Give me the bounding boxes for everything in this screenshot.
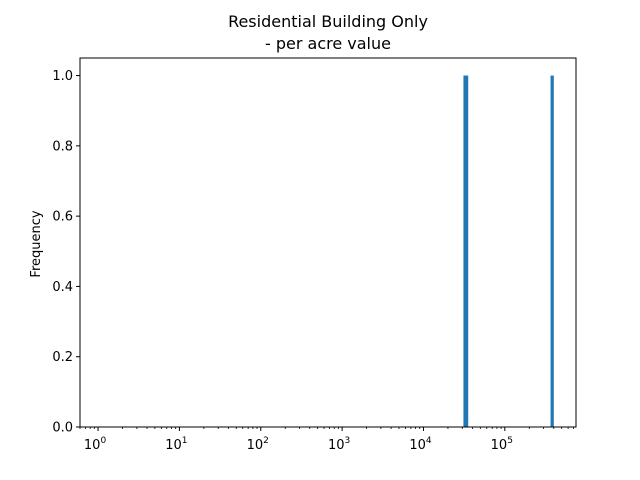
ticks-layer: 0.0 0.2 0.4 0.6 0.8 1.0 100 101 102 103 104 105 bbox=[52, 69, 574, 453]
y-tick-label-5: 1.0 bbox=[52, 69, 73, 84]
x-tick-label-4: 104 bbox=[409, 436, 432, 453]
chart-title-line-2: - per acre value bbox=[265, 34, 391, 53]
bars-layer bbox=[463, 75, 554, 427]
histogram-bar-2 bbox=[550, 75, 554, 427]
histogram-bar-1 bbox=[463, 75, 469, 427]
plot-frame bbox=[79, 57, 577, 428]
y-tick-label-2: 0.4 bbox=[52, 280, 73, 295]
chart-title-line-1: Residential Building Only bbox=[228, 12, 428, 31]
x-tick-label-3: 103 bbox=[328, 436, 350, 453]
x-tick-label-2: 102 bbox=[247, 436, 269, 453]
y-tick-label-1: 0.2 bbox=[52, 350, 73, 365]
x-tick-label-1: 101 bbox=[165, 436, 187, 453]
y-tick-label-4: 0.8 bbox=[52, 139, 73, 154]
x-tick-label-0: 100 bbox=[84, 436, 107, 453]
x-tick-label-5: 105 bbox=[491, 436, 513, 453]
y-axis-label: Frequency bbox=[29, 210, 44, 277]
y-tick-label-3: 0.6 bbox=[52, 210, 73, 225]
y-tick-label-0: 0.0 bbox=[52, 421, 73, 436]
